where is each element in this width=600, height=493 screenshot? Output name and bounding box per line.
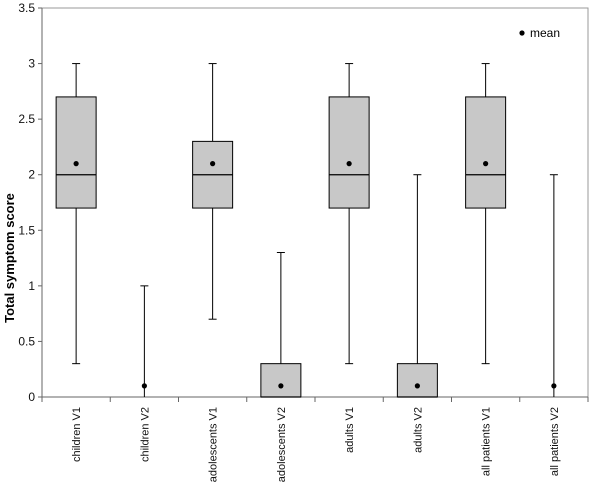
y-tick-label: 1.5 <box>18 223 35 237</box>
x-category-label: children V2 <box>139 407 151 462</box>
legend-mean-label: mean <box>530 26 560 40</box>
box <box>55 96 97 209</box>
mean-marker <box>278 383 284 389</box>
y-tick-label: 2.5 <box>18 112 35 126</box>
mean-marker <box>483 161 489 167</box>
y-tick-label: 0 <box>28 390 35 404</box>
box <box>465 96 507 209</box>
y-tick-label: 0.5 <box>18 334 35 348</box>
x-category-label: all patients V2 <box>549 407 561 476</box>
x-category-label: adolescents V2 <box>276 407 288 482</box>
mean-marker <box>141 383 147 389</box>
x-category-label: children V1 <box>71 407 83 462</box>
y-tick-label: 3 <box>28 57 35 71</box>
mean-marker <box>346 161 352 167</box>
chart-marks: 0 0.5 1 1.5 2 2.5 3 3.5 children V1 children V2 ad… <box>18 1 589 482</box>
y-tick-label: 3.5 <box>18 1 35 15</box>
box <box>260 363 302 398</box>
legend-mean-marker <box>519 30 525 36</box>
y-tick-label: 2 <box>28 168 35 182</box>
x-category-label: adults V2 <box>412 407 424 453</box>
box <box>396 363 438 398</box>
x-category-label: adults V1 <box>344 407 356 453</box>
mean-marker <box>551 383 557 389</box>
legend: mean <box>519 26 560 40</box>
y-axis-title: Total symptom score <box>2 193 17 323</box>
mean-marker <box>73 161 79 167</box>
y-tick-label: 1 <box>28 279 35 293</box>
box <box>328 96 370 209</box>
mean-marker <box>414 383 420 389</box>
x-category-label: adolescents V1 <box>208 407 220 482</box>
x-category-label: all patients V1 <box>481 407 493 476</box>
mean-marker <box>210 161 216 167</box>
